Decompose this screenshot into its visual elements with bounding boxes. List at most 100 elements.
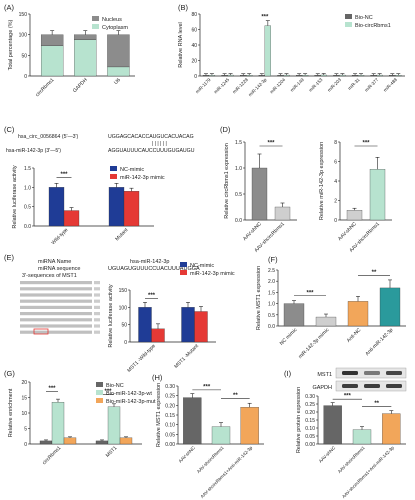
- alignment-row: [20, 330, 92, 334]
- x-tick-label: miR-1204: [269, 77, 287, 95]
- bar: [39, 440, 53, 445]
- x-tick-label: AAV-shNC: [242, 221, 263, 242]
- bar-bio-circrbms1: [395, 74, 402, 77]
- y-axis-label: Relative enrichment: [8, 388, 14, 437]
- bar: [183, 397, 202, 445]
- x-tick-label: U6: [113, 77, 122, 86]
- alignment-row: [94, 330, 100, 334]
- x-tick-label: AAV-shNC: [318, 445, 337, 464]
- y-tick-label: 0: [334, 218, 337, 224]
- panel-c: hsa_circ_0056864 (5'—3') UGGAGCACACCAUGUC…: [6, 134, 195, 246]
- legend-swatch: [96, 382, 103, 387]
- legend-label: Nucleus: [102, 17, 122, 23]
- alignment-row: [20, 299, 92, 303]
- bar-bio-circrbms1: [320, 74, 327, 77]
- y-axis-label: Total percentage (%): [8, 19, 14, 70]
- panel-label: (B): [178, 3, 189, 12]
- legend-label: NC-mimic: [120, 167, 144, 173]
- y-tick-label: 15: [21, 396, 27, 402]
- x-tick-label: GAPDH: [72, 77, 89, 94]
- y-tick-label: 4: [334, 179, 337, 185]
- y-tick-label: 2.0: [268, 279, 275, 285]
- y-tick-label: 20: [21, 380, 27, 386]
- bar-cytoplasm: [74, 39, 97, 77]
- y-axis-label: Relative protein expression: [296, 387, 302, 453]
- x-tick-label: AAV-shcircRbms1+Anti-miR-142-3p: [199, 445, 253, 499]
- bar-nucleus: [40, 34, 64, 46]
- bar-bio-nc: [221, 75, 228, 77]
- panel-i: MST1 GAPDH 0.00 0.05 0.10 0.15 0.20 0.25 0.30Rel…: [296, 367, 407, 499]
- bar-bio-circrbms1: [227, 74, 234, 77]
- bar-bio-circrbms1: [246, 74, 253, 77]
- x-tick-label: Wild-type: [50, 227, 69, 246]
- legend-label: NC-mimic: [190, 263, 214, 269]
- x-tick-label: miR-1245: [213, 77, 231, 95]
- y-tick-label: 0.5: [268, 313, 275, 319]
- bar: [379, 287, 401, 327]
- x-tick-label: Anti-miR-142-3p: [364, 327, 394, 357]
- panel-label: (I): [284, 369, 292, 378]
- bar-bio-nc: [240, 75, 247, 77]
- x-tick-label: miR-153: [308, 77, 324, 93]
- alignment-row: [20, 324, 92, 328]
- significance-marker: ***: [148, 293, 156, 299]
- y-tick-label: 2.5: [268, 268, 275, 274]
- x-tick-label: miR-1179: [195, 77, 212, 94]
- sequence-text: UGGAGCACACCAUGUCACUACAG: [108, 134, 194, 140]
- alignment-row: [20, 287, 92, 291]
- sequence-header: UGUAGUGUUUCCUACUUUAUGGA: [108, 266, 200, 272]
- significance-marker: **: [374, 401, 379, 407]
- bar-bio-circrbms1: [357, 74, 365, 77]
- y-axis-label: Relative circRbms1 expression: [224, 143, 230, 219]
- y-tick-label: 0.25: [305, 402, 315, 408]
- sequence-alignment-image: [20, 281, 100, 335]
- y-tick-label: 1.5: [235, 140, 242, 146]
- sequence-header: miRNA Name: [38, 259, 71, 265]
- panel-g: 0 5 10 15 20 Relative enrichment *** circRbms1 *…: [8, 380, 156, 466]
- bar: [51, 401, 65, 445]
- y-tick-label: 80: [191, 12, 197, 18]
- alignment-row: [94, 299, 100, 303]
- y-tick-label: 0: [24, 74, 27, 80]
- blot-band: [386, 384, 402, 388]
- y-tick-label: 0.10: [165, 423, 175, 429]
- bar-bio-circrbms1: [208, 74, 216, 77]
- legend-label: Bio-miR-142-3p-wt: [106, 391, 152, 397]
- panel-label: (E): [4, 253, 15, 262]
- alignment-row: [20, 312, 92, 316]
- y-tick-label: 0.30: [165, 384, 175, 390]
- significance-marker: **: [233, 393, 238, 399]
- y-tick-label: 1.5: [24, 166, 31, 172]
- panel-label: (A): [4, 3, 15, 12]
- alignment-row: [94, 287, 100, 291]
- bar: [369, 169, 386, 221]
- blot-band: [364, 384, 380, 388]
- y-tick-label: 1.5: [268, 290, 275, 296]
- y-tick-label: 2: [334, 199, 337, 205]
- x-tick-label: miR-203: [327, 77, 343, 93]
- x-tick-label: MST1 -Mutant: [173, 343, 200, 370]
- bar-bio-nc: [389, 75, 396, 77]
- y-tick-label: 0: [194, 74, 197, 80]
- x-tick-label: circRbms1: [35, 77, 56, 98]
- bar-bio-circrbms1: [301, 74, 309, 77]
- alignment-row: [94, 318, 100, 322]
- bar-nc-mimic: [138, 307, 152, 343]
- blot-band: [342, 371, 358, 375]
- bar: [323, 405, 342, 445]
- bar-bio-nc: [333, 75, 340, 77]
- y-tick-label: 1.0: [235, 166, 242, 172]
- legend-label: miR-142-3p mimic: [190, 271, 235, 277]
- legend-swatch: [92, 24, 99, 29]
- sequence-header: hsa-miR-142-3p: [130, 259, 169, 265]
- x-tick-label: miR-142-3p mimic: [297, 327, 330, 360]
- y-tick-label: 0.0: [235, 218, 242, 224]
- bar-bio-circrbms1: [339, 74, 346, 77]
- bar: [283, 303, 305, 327]
- alignment-row: [94, 281, 100, 285]
- y-tick-label: 0: [124, 340, 127, 346]
- legend-label: Bio-circRbms1: [355, 23, 391, 29]
- y-tick-label: 0.20: [305, 410, 315, 416]
- x-tick-label: NC mimic: [279, 327, 299, 347]
